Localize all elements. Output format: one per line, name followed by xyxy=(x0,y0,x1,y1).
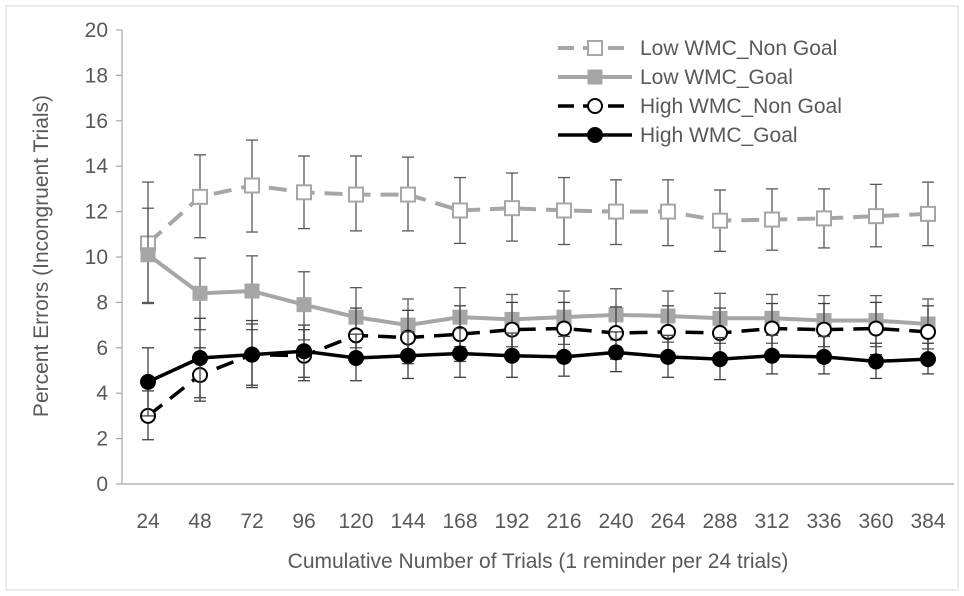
y-tick-label: 2 xyxy=(96,428,108,451)
legend-item: Low WMC_Goal xyxy=(558,66,793,89)
legend-marker xyxy=(587,98,603,114)
data-point xyxy=(348,350,364,367)
x-tick-label: 168 xyxy=(442,510,477,533)
legend-label: High WMC_Non Goal xyxy=(640,95,842,118)
legend-label: Low WMC_Goal xyxy=(640,66,793,89)
data-point xyxy=(244,177,260,194)
legend-marker xyxy=(587,69,603,85)
y-tick-label: 12 xyxy=(85,201,108,224)
x-axis-title: Cumulative Number of Trials (1 reminder … xyxy=(288,550,789,573)
data-point xyxy=(140,247,156,263)
data-point xyxy=(816,210,832,227)
data-point xyxy=(452,345,468,362)
data-point xyxy=(556,348,572,365)
legend-label: High WMC_Goal xyxy=(640,124,798,147)
series-high-wmc-goal xyxy=(140,317,936,417)
data-point xyxy=(868,320,884,337)
data-point xyxy=(452,202,468,219)
data-point xyxy=(192,285,208,301)
data-point xyxy=(296,297,312,313)
data-point xyxy=(140,373,156,390)
data-point xyxy=(764,320,780,337)
data-point xyxy=(296,343,312,360)
x-tick-label: 336 xyxy=(806,510,841,533)
x-tick-label: 24 xyxy=(136,510,160,533)
data-point xyxy=(504,347,520,364)
data-point xyxy=(868,208,884,225)
data-point xyxy=(764,347,780,364)
data-point xyxy=(556,320,572,337)
data-point xyxy=(608,203,624,220)
y-tick-label: 18 xyxy=(85,64,108,87)
x-tick-label: 360 xyxy=(858,510,893,533)
y-tick-label: 6 xyxy=(96,337,108,360)
x-tick-label: 48 xyxy=(188,510,211,533)
data-point xyxy=(816,348,832,365)
data-point xyxy=(712,351,728,368)
series-high-wmc-non-goal xyxy=(140,301,936,441)
y-tick-label: 20 xyxy=(85,19,108,42)
series-layer xyxy=(140,139,936,441)
legend-item: High WMC_Goal xyxy=(558,124,798,147)
data-point xyxy=(504,200,520,217)
legend: Low WMC_Non Goal Low WMC_Goal High WMC_Non… xyxy=(558,37,842,147)
series-line xyxy=(146,253,929,328)
data-point xyxy=(244,346,260,363)
legend-item: High WMC_Non Goal xyxy=(558,95,842,118)
data-point xyxy=(764,211,780,228)
y-tick-label: 8 xyxy=(96,291,108,314)
y-tick-label: 0 xyxy=(96,473,108,496)
series-line xyxy=(146,326,929,418)
data-point xyxy=(920,323,936,340)
data-point xyxy=(660,348,676,365)
data-point xyxy=(400,347,416,364)
x-tick-label: 216 xyxy=(546,510,581,533)
data-point xyxy=(192,188,208,205)
data-point xyxy=(556,202,572,219)
data-point xyxy=(296,184,312,201)
data-point xyxy=(920,205,936,222)
data-point xyxy=(608,344,624,361)
x-tick-label: 96 xyxy=(292,510,315,533)
x-tick-label: 240 xyxy=(598,510,633,533)
series-low-wmc-non-goal xyxy=(140,139,936,304)
data-point xyxy=(244,283,260,299)
legend-marker xyxy=(587,40,603,56)
x-tick-label: 120 xyxy=(338,510,373,533)
data-point xyxy=(400,186,416,203)
legend-label: Low WMC_Non Goal xyxy=(640,37,837,60)
x-tick-label: 192 xyxy=(494,510,529,533)
x-tick-label: 312 xyxy=(754,510,789,533)
data-point xyxy=(920,351,936,368)
series-line xyxy=(147,349,929,384)
y-tick-label: 4 xyxy=(96,382,108,405)
y-axis-title: Percent Errors (Incongruent Trials) xyxy=(30,95,53,417)
x-tick-label: 288 xyxy=(702,510,737,533)
y-tick-label: 16 xyxy=(85,110,108,133)
data-point xyxy=(712,212,728,229)
series-low-wmc-goal xyxy=(140,207,936,353)
x-tick-label: 384 xyxy=(910,510,945,533)
y-tick-label: 14 xyxy=(85,155,109,178)
data-point xyxy=(868,353,884,370)
legend-item: Low WMC_Non Goal xyxy=(558,37,837,60)
data-point xyxy=(660,203,676,220)
x-tick-label: 144 xyxy=(390,510,425,533)
chart-frame xyxy=(5,5,959,591)
series-line xyxy=(146,183,929,245)
legend-marker xyxy=(587,127,603,143)
data-point xyxy=(192,350,208,367)
data-point xyxy=(816,321,832,338)
y-tick-label: 10 xyxy=(85,246,108,269)
data-point xyxy=(348,186,364,203)
x-tick-label: 72 xyxy=(240,510,263,533)
x-tick-label: 264 xyxy=(650,510,685,533)
